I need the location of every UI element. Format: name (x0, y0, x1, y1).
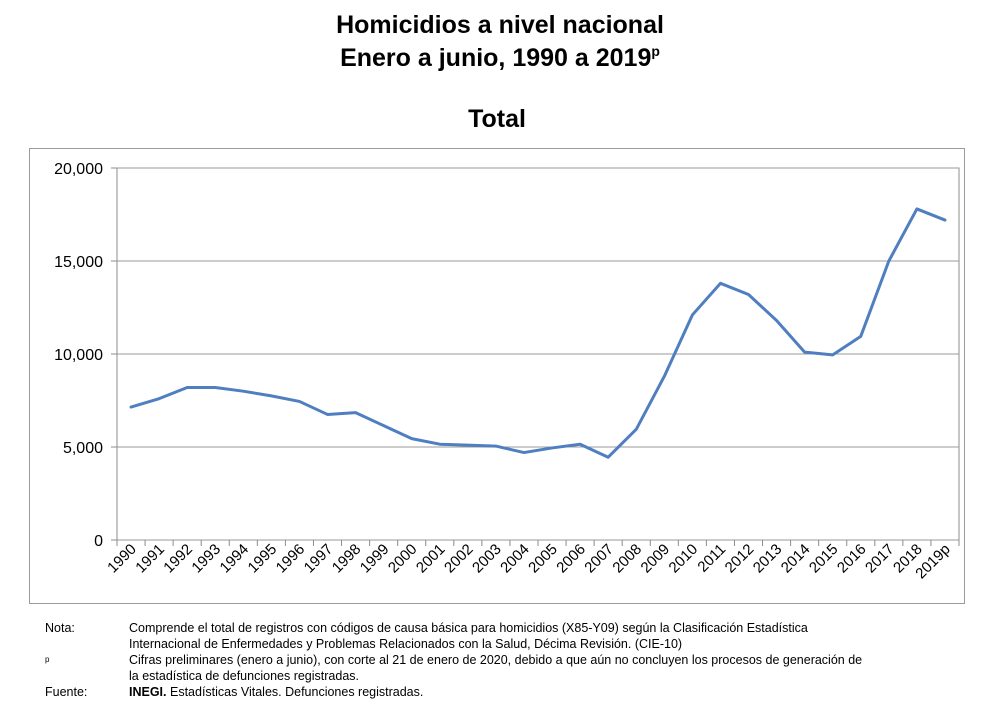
x-tick-label: 1994 (217, 541, 253, 577)
x-tick-label: 2017 (862, 541, 898, 577)
x-tick-label: 2011 (694, 541, 729, 576)
y-tick-label: 20,000 (54, 161, 103, 178)
x-tick-label: 1992 (160, 541, 196, 577)
notes-section: Nota: Comprende el total de registros co… (45, 620, 975, 700)
x-tick-label: 2002 (441, 541, 477, 577)
x-axis: 1990199119921993199419951996199719981999… (104, 540, 960, 582)
x-tick-label: 1998 (329, 541, 365, 577)
preliminary-row: p Cifras preliminares (enero a junio), c… (45, 652, 975, 684)
x-tick-label: 2001 (413, 541, 449, 577)
preliminary-text: Cifras preliminares (enero a junio), con… (129, 652, 975, 684)
x-tick-label: 2015 (806, 541, 842, 577)
chart-frame (29, 148, 965, 604)
source-description: Estadísticas Vitales. Defunciones regist… (166, 685, 424, 699)
source-org: INEGI. (129, 685, 167, 699)
x-tick-label: 2012 (722, 541, 758, 577)
x-tick-label: 1990 (104, 541, 140, 577)
chart-subtitle: Total (468, 105, 526, 133)
note-text-line: Comprende el total de registros con códi… (129, 621, 808, 635)
x-tick-label: 2009 (638, 541, 674, 577)
x-tick-label: 1996 (273, 541, 309, 577)
x-tick-label: 1993 (188, 541, 224, 577)
x-tick-label: 2014 (778, 541, 814, 577)
x-tick-label: 2004 (497, 541, 533, 577)
chart-title-line2: Enero a junio, 1990 a 2019p (0, 43, 1000, 73)
y-tick-label: 10,000 (54, 347, 103, 364)
x-tick-label: 2003 (469, 541, 505, 577)
x-tick-label: 1995 (245, 541, 281, 577)
source-text: INEGI. Estadísticas Vitales. Defunciones… (129, 684, 975, 700)
x-tick-label: 2016 (834, 541, 870, 577)
x-tick-label: 2007 (581, 541, 617, 577)
x-tick-label: 1991 (132, 541, 168, 577)
y-tick-label: 15,000 (54, 254, 103, 271)
x-tick-label: 2006 (553, 541, 589, 577)
x-tick-label: 2010 (666, 541, 702, 577)
x-tick-label: 1999 (357, 541, 393, 577)
chart-title-line1: Homicidios a nivel nacional (336, 11, 664, 39)
x-tick-label: 1997 (301, 541, 337, 577)
x-tick-label: 2000 (385, 541, 421, 577)
preliminary-superscript: p (651, 43, 660, 59)
y-tick-label: 5,000 (63, 440, 103, 457)
source-label: Fuente: (45, 685, 88, 699)
note-text-line: Internacional de Enfermedades y Problema… (129, 637, 683, 651)
preliminary-label: p (45, 655, 50, 664)
preliminary-text-line: Cifras preliminares (enero a junio), con… (129, 653, 863, 667)
note-text: Comprende el total de registros con códi… (129, 620, 975, 652)
x-tick-label: 2013 (750, 541, 786, 577)
x-tick-label: 2008 (609, 541, 645, 577)
source-row: Fuente: INEGI. Estadísticas Vitales. Def… (45, 684, 975, 700)
series-layer (129, 207, 947, 459)
preliminary-text-line: la estadística de defunciones registrada… (129, 669, 359, 683)
note-row: Nota: Comprende el total de registros co… (45, 620, 975, 652)
chart-title-line2-text: Enero a junio, 1990 a 2019 (340, 44, 652, 72)
y-tick-label: 0 (94, 533, 103, 550)
x-tick-label: 2005 (525, 541, 561, 577)
note-label: Nota: (45, 621, 75, 635)
series-line (129, 207, 947, 459)
y-axis: 0 5,000 10,000 15,000 20,000 (54, 161, 117, 550)
